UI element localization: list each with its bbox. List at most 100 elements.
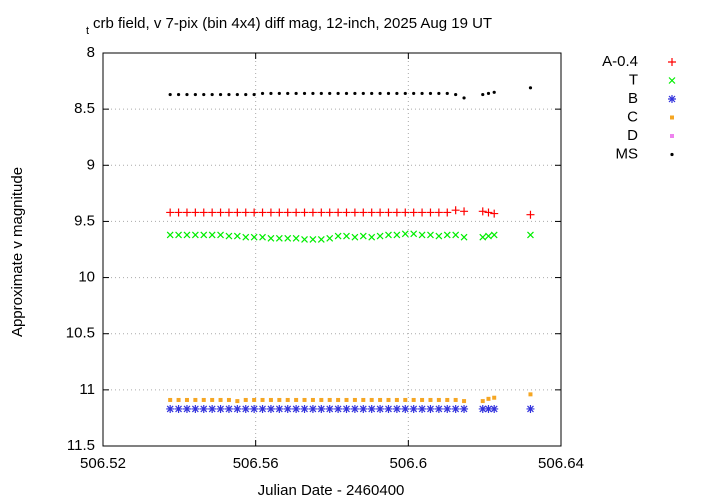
point xyxy=(225,232,233,240)
point xyxy=(294,91,298,96)
point xyxy=(344,397,349,402)
point xyxy=(462,399,467,404)
point xyxy=(301,235,308,243)
point xyxy=(199,404,208,413)
point xyxy=(191,231,199,239)
y-tick-label: 9.5 xyxy=(74,212,95,229)
point xyxy=(435,232,443,240)
point xyxy=(334,404,343,413)
point xyxy=(319,397,324,402)
point xyxy=(350,208,359,217)
point xyxy=(259,233,266,241)
point xyxy=(353,91,357,96)
point xyxy=(166,404,175,413)
point xyxy=(369,397,374,402)
point xyxy=(182,208,191,217)
point xyxy=(250,233,258,241)
y-tick-label: 11.5 xyxy=(67,437,95,454)
y-tick-label: 11 xyxy=(79,381,95,398)
legend-label: A-0.4 xyxy=(602,53,638,70)
legend-marker xyxy=(668,58,676,66)
legend-label: C xyxy=(627,108,638,125)
legend-marker xyxy=(668,95,676,103)
point xyxy=(427,231,434,239)
point xyxy=(392,208,401,217)
point xyxy=(359,404,368,413)
point xyxy=(185,92,189,97)
legend-marker xyxy=(670,115,674,120)
point xyxy=(241,404,250,413)
point xyxy=(453,397,458,402)
point xyxy=(384,404,393,413)
point xyxy=(490,209,499,218)
point xyxy=(182,404,191,413)
point xyxy=(428,91,433,96)
point xyxy=(395,91,399,96)
point xyxy=(485,232,492,240)
point xyxy=(311,91,315,96)
point xyxy=(284,234,292,242)
point xyxy=(409,208,418,217)
point xyxy=(268,397,273,402)
point xyxy=(250,208,259,217)
point xyxy=(308,208,317,217)
point xyxy=(210,92,214,97)
point xyxy=(243,397,248,402)
point xyxy=(233,208,242,217)
point xyxy=(275,404,284,413)
point xyxy=(386,397,391,402)
legend-marker xyxy=(670,152,674,157)
point xyxy=(478,207,487,216)
point xyxy=(217,231,224,239)
point xyxy=(226,397,231,402)
point xyxy=(410,230,418,238)
point xyxy=(434,208,443,217)
point xyxy=(434,404,443,413)
point xyxy=(294,397,299,402)
point xyxy=(292,234,300,242)
point xyxy=(201,397,206,402)
point xyxy=(526,210,535,219)
point xyxy=(378,91,382,96)
point xyxy=(193,397,198,402)
y-tick-label: 9 xyxy=(87,156,95,173)
legend-marker xyxy=(670,134,674,138)
point xyxy=(401,404,410,413)
point xyxy=(233,232,241,240)
point xyxy=(317,208,326,217)
point xyxy=(208,231,216,239)
point xyxy=(292,404,301,413)
legend-label: MS xyxy=(616,145,639,162)
point xyxy=(436,397,441,402)
point xyxy=(309,235,317,243)
point xyxy=(376,232,384,240)
point xyxy=(392,404,401,413)
point xyxy=(166,208,175,217)
legend-marker xyxy=(668,77,676,84)
x-tick-label: 506.52 xyxy=(80,455,126,472)
point xyxy=(342,404,351,413)
point xyxy=(420,91,424,96)
point xyxy=(224,404,233,413)
y-tick-label: 10 xyxy=(78,269,95,286)
point xyxy=(426,404,435,413)
point xyxy=(202,92,206,97)
point xyxy=(418,208,427,217)
point xyxy=(443,404,452,413)
point xyxy=(336,91,340,96)
point xyxy=(479,233,487,241)
point xyxy=(266,208,275,217)
x-axis-label: Julian Date - 2460400 xyxy=(258,482,405,499)
y-tick-label: 10.5 xyxy=(66,325,95,342)
point xyxy=(328,91,332,96)
point xyxy=(218,397,223,402)
point xyxy=(183,231,191,239)
point xyxy=(193,92,197,97)
point xyxy=(401,230,409,238)
point xyxy=(317,404,326,413)
point xyxy=(460,233,468,241)
point xyxy=(368,233,376,241)
y-axis-label: Approximate v magnitude xyxy=(9,167,26,337)
point xyxy=(269,91,273,96)
point xyxy=(319,91,323,96)
